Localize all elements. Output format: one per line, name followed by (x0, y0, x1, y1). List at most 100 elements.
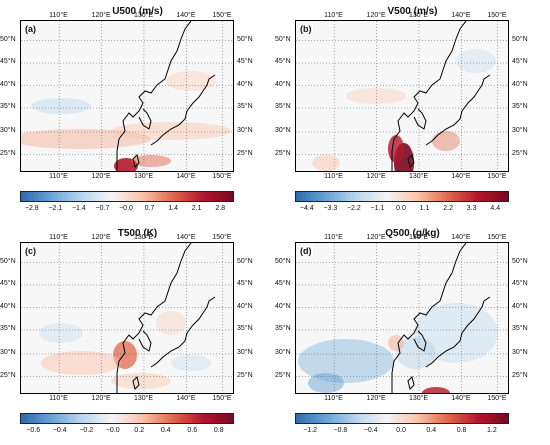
longitude-tick-label: 120°E (91, 173, 111, 180)
latitude-tick-label: 25°N (0, 149, 16, 157)
longitude-tick-label: 130°E (133, 395, 154, 402)
map-area: (d) (295, 242, 509, 394)
colorbar-tick-label: −3.3 (323, 205, 338, 212)
longitude-tick-label: 140°E (451, 234, 471, 241)
panel-label: (d) (299, 246, 313, 256)
anomaly-patch (111, 373, 171, 389)
colorbar-tick-label: 1.4 (168, 205, 178, 212)
coastline (138, 108, 152, 130)
colorbar-tick-label: −1.2 (303, 427, 318, 434)
longitude-tick-label: 130°E (408, 395, 429, 402)
longitude-tick-label: 130°E (408, 234, 429, 241)
longitude-tick-label: 150°E (487, 395, 507, 402)
longitude-tick-label: 110°E (324, 12, 343, 19)
longitude-tick-label: 140°E (176, 12, 196, 19)
latitude-tick-label: 25°N (512, 371, 528, 379)
colorbar-tick-label: −4.4 (299, 205, 314, 212)
longitude-tick-label: 130°E (133, 12, 154, 19)
latitude-tick-label: 50°N (237, 35, 253, 43)
latitude-tick-label: 45°N (512, 280, 528, 287)
colorbar-tick-label: −1.1 (370, 205, 385, 212)
colorbar-tick-label: 0.6 (187, 427, 198, 434)
longitude-tick-label: 110°E (49, 173, 68, 180)
longitude-tick-label: 130°E (133, 173, 154, 180)
longitude-tick-label: 120°E (366, 173, 386, 180)
longitude-tick-label: 140°E (451, 12, 471, 19)
longitude-tick-label: 150°E (487, 12, 507, 19)
anomaly-patch (31, 98, 91, 114)
latitude-tick-label: 30°N (275, 349, 291, 356)
latitude-tick-label: 30°N (275, 127, 291, 134)
panel-label: (c) (24, 246, 37, 256)
latitude-tick-label: 25°N (275, 149, 291, 157)
latitude-tick-label: 50°N (0, 35, 16, 43)
longitude-tick-label: 150°E (212, 234, 232, 241)
colorbar-tick-label: −0.0 (119, 205, 133, 212)
colorbar-tick-label: −1.4 (71, 205, 86, 212)
anomaly-patch (388, 335, 404, 351)
colorbar-tick-label: −0.6 (26, 427, 41, 434)
colorbar-tick-label: 0.8 (456, 427, 467, 434)
anomaly-patch (166, 71, 216, 91)
colorbar-tick-label: 0.0 (396, 205, 406, 212)
colorbar-tick-label: −2.1 (48, 205, 63, 212)
map-area: (a) (20, 20, 234, 172)
colorbar-tick-label: 0.4 (160, 427, 171, 434)
latitude-tick-label: 35°N (0, 103, 16, 110)
colorbar (20, 413, 234, 424)
panel-title: U500 (m/s) (112, 6, 163, 17)
longitude-tick-label: 120°E (366, 234, 386, 241)
colorbar-tick-label: 0.8 (213, 427, 224, 434)
panel-d: Q500 (g/kg) (d) 110°E 110°E 120°E 120°E 130°E 1… (275, 222, 550, 444)
coastline (413, 330, 427, 352)
longitude-tick-label: 140°E (176, 234, 196, 241)
panel-label: (a) (24, 24, 37, 34)
longitude-tick-label: 140°E (451, 173, 471, 180)
coastline (150, 74, 216, 146)
anomaly-patch (432, 131, 460, 151)
anomaly-patch (422, 387, 450, 393)
anomaly-patch (131, 155, 171, 167)
latitude-tick-label: 45°N (237, 280, 253, 287)
latitude-tick-label: 50°N (275, 257, 291, 265)
coastline (413, 108, 427, 130)
colorbar-tick-label: −0.7 (95, 205, 110, 212)
colorbar (295, 413, 509, 424)
panel-title: Q500 (g/kg) (385, 228, 440, 239)
longitude-tick-label: 110°E (324, 173, 343, 180)
latitude-tick-label: 30°N (0, 127, 16, 134)
latitude-tick-label: 35°N (512, 103, 528, 110)
panel-label: (b) (299, 24, 313, 34)
anomaly-patch (456, 49, 496, 73)
latitude-tick-label: 50°N (512, 257, 528, 265)
colorbar-tick-label: 3.3 (466, 205, 477, 212)
colorbar-tick-label: −0.0 (105, 427, 120, 434)
colorbar-tick-label: −0.4 (363, 427, 378, 434)
latitude-tick-label: 50°N (0, 257, 16, 265)
coastline (425, 74, 491, 146)
coastline (150, 296, 216, 368)
coastline (391, 21, 467, 171)
panel-b: V500 (m/s) (b) 110°E 110°E 120°E 120°E 130°E 13… (275, 0, 550, 222)
latitude-tick-label: 40°N (512, 302, 528, 310)
colorbar-tick-label: 2.1 (191, 205, 202, 212)
colorbar-tick-label: 1.2 (486, 427, 497, 434)
latitude-tick-label: 50°N (512, 35, 528, 43)
latitude-tick-label: 25°N (237, 371, 253, 379)
colorbar-tick-label: 2.8 (215, 205, 226, 212)
colorbar-tick-label: 0.7 (144, 205, 155, 212)
anomaly-patch (41, 351, 121, 375)
panel-title: V500 (m/s) (387, 6, 438, 17)
latitude-tick-label: 45°N (0, 280, 16, 287)
latitude-tick-label: 40°N (237, 302, 253, 310)
latitude-tick-label: 25°N (275, 371, 291, 379)
anomaly-patch (39, 323, 83, 343)
latitude-tick-label: 40°N (512, 80, 528, 88)
longitude-tick-label: 110°E (49, 12, 68, 19)
map-area: (c) (20, 242, 234, 394)
anomaly-patch (312, 155, 340, 171)
latitude-tick-label: 40°N (237, 80, 253, 88)
longitude-tick-label: 150°E (487, 234, 507, 241)
latitude-tick-label: 40°N (275, 80, 291, 88)
latitude-tick-label: 35°N (237, 103, 253, 110)
